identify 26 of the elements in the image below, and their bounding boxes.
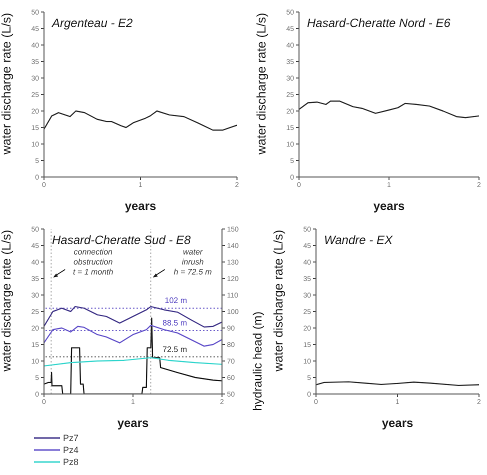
ref-line-label: 72.5 m — [162, 344, 188, 354]
ref-line-label: 102 m — [164, 296, 188, 306]
annotation: water inrush h = 72.5 m — [174, 248, 212, 276]
line-series — [44, 357, 222, 367]
y-axis-title: water discharge rate (L/s) — [0, 12, 14, 156]
line-series — [299, 100, 479, 118]
chart-title: Hasard-Cheratte Sud - E8 — [52, 233, 191, 247]
legend-label: Pz7 — [63, 433, 79, 443]
annotation: connection obstruction t = 1 month — [72, 248, 114, 276]
chart-title: Hasard-Cheratte Nord - E6 — [307, 16, 450, 30]
x-axis-title: years — [373, 199, 406, 213]
y-axis-title: water discharge rate (L/s) — [0, 230, 14, 372]
x-axis-title: years — [382, 416, 414, 430]
y-axis-title: water discharge rate (L/s) — [254, 12, 268, 156]
legend-label: Pz4 — [63, 445, 79, 455]
legend-label: Pz8 — [63, 457, 79, 467]
line-series — [44, 306, 222, 328]
chart-title: Wandre - EX — [324, 233, 392, 247]
ref-line-label: 88.5 m — [162, 318, 188, 328]
y2-axis-title: hydraulic head (m) — [250, 311, 264, 411]
x-axis-title: years — [117, 416, 150, 430]
y-axis-title: water discharge rate (L/s) — [271, 230, 286, 372]
line-series — [44, 110, 237, 131]
chart-title: Argenteau - E2 — [52, 16, 133, 30]
line-series — [44, 324, 222, 347]
x-axis-title: years — [124, 199, 157, 213]
